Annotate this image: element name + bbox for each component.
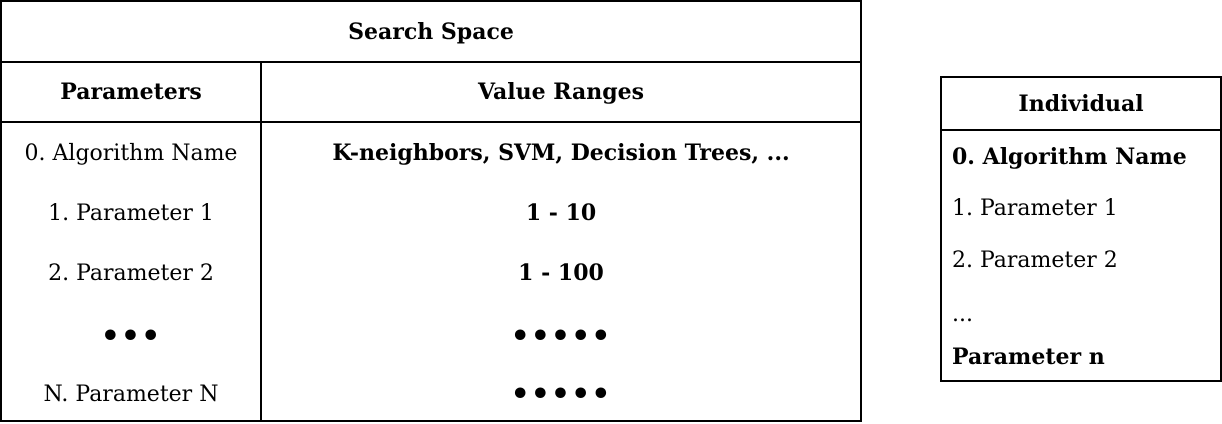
parameter-cell: N. Parameter N — [43, 381, 219, 407]
value-range-cell: K-neighbors, SVM, Decision Trees, ... — [332, 140, 790, 166]
value-range-cell: 1 - 10 — [525, 200, 597, 226]
value-range-cell: 1 - 100 — [518, 260, 604, 286]
parameters-header: Parameters — [2, 63, 260, 123]
value-ranges-header: Value Ranges — [262, 63, 860, 123]
parameter-cell: 2. Parameter 2 — [48, 260, 214, 286]
search-space-table: Search Space Parameters Value Ranges 0. … — [0, 0, 862, 422]
individual-box: Individual 0. Algorithm Name 1. Paramete… — [940, 76, 1222, 382]
individual-item: 1. Parameter 1 — [952, 196, 1118, 221]
individual-title: Individual — [942, 78, 1220, 131]
value-range-ellipsis: ••••• — [510, 376, 612, 412]
column-divider — [260, 63, 262, 420]
individual-item: Parameter n — [952, 344, 1105, 370]
parameter-cell: 1. Parameter 1 — [48, 200, 214, 226]
individual-item: 2. Parameter 2 — [952, 248, 1118, 273]
individual-ellipsis: ... — [952, 302, 973, 327]
search-space-title: Search Space — [2, 2, 860, 63]
individual-item: 0. Algorithm Name — [952, 144, 1187, 170]
parameter-ellipsis: ••• — [100, 318, 162, 354]
parameter-cell: 0. Algorithm Name — [24, 140, 238, 166]
value-range-ellipsis: ••••• — [510, 318, 612, 354]
